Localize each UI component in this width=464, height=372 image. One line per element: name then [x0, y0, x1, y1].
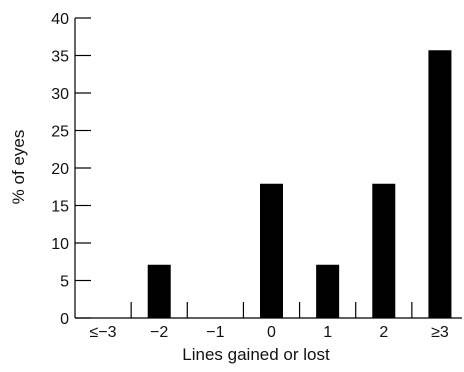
x-tick-label-4: 1 — [323, 324, 332, 341]
y-tick-label-20: 20 — [51, 161, 69, 178]
bar-5 — [372, 183, 396, 318]
x-tick-label-5: 2 — [379, 324, 388, 341]
y-tick-label-10: 10 — [51, 236, 69, 253]
y-tick-label-0: 0 — [60, 311, 69, 328]
y-tick-label-40: 40 — [51, 11, 69, 28]
x-tick-label-6: ≥3 — [431, 324, 449, 341]
y-tick-label-5: 5 — [60, 274, 69, 291]
y-tick-label-35: 35 — [51, 49, 69, 66]
x-tick-label-2: −1 — [206, 324, 224, 341]
bar-1 — [147, 264, 171, 318]
y-tick-label-30: 30 — [51, 86, 69, 103]
plot-area: 0 5 10 15 20 25 30 35 40 ≤−3 −2 −1 0 1 2 ≥3 — [51, 11, 462, 341]
y-tick-label-15: 15 — [51, 199, 69, 216]
y-axis-title: % of eyes — [9, 130, 28, 205]
x-axis-title: Lines gained or lost — [182, 345, 330, 364]
x-tick-label-0: ≤−3 — [90, 324, 117, 341]
bar-3 — [260, 183, 283, 318]
bar-6 — [428, 50, 452, 318]
x-tick-label-3: 0 — [267, 324, 276, 341]
x-tick-label-1: −2 — [150, 324, 168, 341]
bar-4 — [316, 264, 340, 318]
y-tick-label-25: 25 — [51, 124, 69, 141]
